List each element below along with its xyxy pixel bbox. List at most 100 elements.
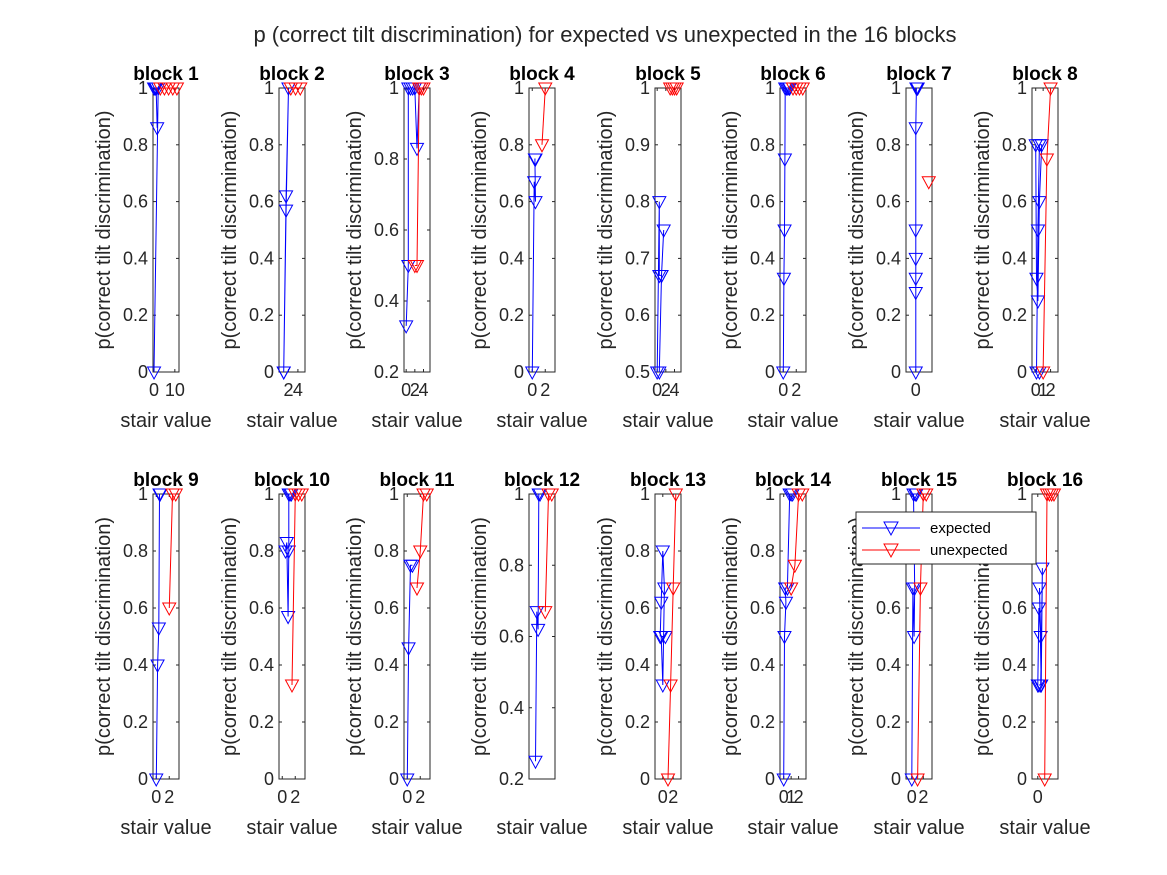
- data-point-unexpected: [913, 582, 928, 597]
- data-point-expected: [908, 252, 924, 267]
- panel-title: block 4: [509, 64, 575, 85]
- data-point-expected: [1035, 562, 1050, 577]
- data-point-expected: [401, 642, 416, 656]
- panel-title: block 15: [881, 470, 957, 491]
- y-tick-label: 0.8: [249, 541, 274, 561]
- y-tick-label: 1: [891, 484, 901, 504]
- y-tick-label: 0.6: [876, 598, 901, 618]
- data-point-expected: [278, 190, 294, 204]
- x-tick-label: 0: [778, 380, 788, 400]
- y-axis-label: p(correct tilt discrimination): [972, 517, 994, 756]
- x-tick-label: 0: [151, 787, 161, 807]
- y-tick-label: 1: [765, 484, 775, 504]
- y-tick-label: 1: [264, 484, 274, 504]
- x-tick-label: 2: [791, 380, 801, 400]
- data-point-unexpected: [1035, 366, 1051, 381]
- series-line-expected: [406, 564, 413, 780]
- panel-title: block 12: [504, 470, 580, 491]
- panel-block-5: 0.5 0.6 0.7 0.8 0.9 1 024 block 5 stair value p(c…: [595, 64, 714, 432]
- panel-title: block 2: [259, 64, 324, 85]
- data-point-unexpected: [783, 582, 799, 597]
- y-tick-label: 0.4: [625, 655, 650, 675]
- panel-block-9: 0 0.2 0.4 0.6 0.8 1 0 2 block 9 stair value p(corr…: [93, 470, 212, 839]
- data-point-expected: [150, 659, 165, 674]
- data-point-unexpected: [668, 488, 684, 503]
- y-axis-label: p(correct tilt discrimination): [93, 111, 115, 350]
- data-point-expected: [530, 623, 546, 638]
- data-point-expected: [398, 320, 414, 334]
- y-tick-label: 1: [514, 78, 524, 98]
- panel-title: block 13: [630, 470, 706, 491]
- x-tick-label: 0: [402, 787, 412, 807]
- data-point-expected: [149, 122, 165, 136]
- y-axis-label: p(correct tilt discrimination): [219, 111, 241, 350]
- panel-title: block 3: [384, 64, 449, 85]
- x-axis-label: stair value: [999, 817, 1090, 839]
- y-tick-label: 0.6: [123, 598, 148, 618]
- axes-box: [152, 87, 180, 373]
- series-line-expected: [656, 201, 665, 373]
- y-tick-label: 1: [389, 484, 399, 504]
- x-tick-label: 0: [1033, 787, 1043, 807]
- panel-title: block 9: [133, 470, 198, 491]
- y-tick-label: 0.2: [876, 712, 901, 732]
- y-tick-label: 0.8: [1002, 135, 1027, 155]
- y-tick-label: 0.6: [499, 192, 524, 212]
- y-tick-label: 0.8: [123, 135, 148, 155]
- axes-box: [278, 87, 306, 373]
- y-tick-label: 0.2: [750, 712, 775, 732]
- panel-title: block 10: [254, 470, 330, 491]
- data-point-unexpected: [1043, 82, 1058, 97]
- data-point-unexpected: [294, 488, 310, 503]
- data-point-expected: [278, 204, 294, 219]
- y-tick-label: 0.6: [1002, 192, 1027, 212]
- y-tick-label: 0.2: [1002, 305, 1027, 325]
- panel-title: block 7: [886, 64, 951, 85]
- y-tick-label: 0.6: [249, 598, 274, 618]
- x-axis-label: stair value: [622, 817, 713, 839]
- axes-box: [528, 493, 556, 780]
- y-tick-label: 0.6: [750, 598, 775, 618]
- data-point-expected: [777, 631, 792, 645]
- x-tick-label: 4: [293, 380, 303, 400]
- data-point-unexpected: [416, 82, 431, 97]
- y-axis-label: p(correct tilt discrimination): [469, 111, 491, 350]
- y-tick-label: 0.4: [1002, 248, 1027, 268]
- data-point-unexpected: [537, 606, 553, 620]
- data-point-expected: [405, 559, 420, 574]
- y-axis-label: p(correct tilt discrimination): [595, 517, 617, 756]
- axes-box: [278, 493, 306, 780]
- y-axis-label: p(correct tilt discrimination): [720, 517, 742, 756]
- data-point-expected: [908, 272, 924, 287]
- data-point-unexpected: [169, 82, 185, 97]
- x-tick-label: 0: [907, 787, 917, 807]
- panel-block-7: 0 0.2 0.4 0.6 0.8 1 0 block 7 stair value p(corre…: [846, 64, 965, 432]
- data-point-expected: [281, 545, 297, 560]
- panel-title: block 1: [133, 64, 199, 85]
- data-point-expected: [146, 366, 162, 381]
- axes-box: [654, 493, 682, 780]
- y-axis-label: p(correct tilt discrimination): [595, 111, 617, 350]
- figure-title: p (correct tilt discrimination) for expe…: [253, 22, 956, 47]
- x-axis-label: stair value: [246, 817, 337, 839]
- subplot-grid: 0 0.2 0.4 0.6 0.8 1 0 1 0 block 1 stair value p(cor…: [93, 64, 1091, 839]
- x-axis-label: stair value: [496, 410, 587, 432]
- data-point-expected: [151, 622, 167, 636]
- x-tick-label: 2: [1046, 380, 1056, 400]
- panel-title: block 8: [1012, 64, 1077, 85]
- x-axis-label: stair value: [496, 817, 587, 839]
- legend: expected unexpected: [855, 511, 1037, 565]
- y-tick-label: 0.6: [249, 192, 274, 212]
- y-tick-label: 0.2: [249, 305, 274, 325]
- legend-unexpected-marker: [883, 543, 899, 559]
- y-tick-label: 0.8: [876, 135, 901, 155]
- x-axis-label: stair value: [246, 410, 337, 432]
- y-tick-label: 0.8: [750, 541, 775, 561]
- x-axis-label: stair value: [120, 410, 211, 432]
- data-point-expected: [528, 196, 543, 210]
- x-tick-label: 4: [669, 380, 679, 400]
- data-point-unexpected: [660, 773, 676, 788]
